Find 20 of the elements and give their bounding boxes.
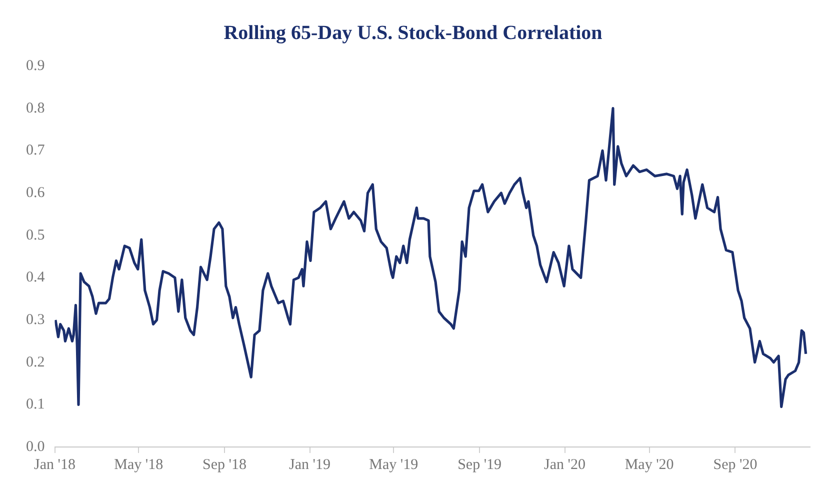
y-tick-label: 0.5 xyxy=(26,227,45,244)
x-tick-label: May '19 xyxy=(369,456,418,473)
y-tick-label: 0.4 xyxy=(26,270,46,286)
chart-title: Rolling 65-Day U.S. Stock-Bond Correlation xyxy=(224,22,602,44)
y-tick-label: 0.6 xyxy=(26,184,46,201)
x-tick-label: Sep '18 xyxy=(202,456,246,473)
x-tick-label: Jan '19 xyxy=(289,456,330,473)
y-tick-label: 0.7 xyxy=(26,142,46,159)
x-tick-label: Jan '20 xyxy=(544,456,586,473)
y-tick-label: 0.1 xyxy=(26,396,45,413)
y-tick-label: 0.2 xyxy=(26,354,45,370)
y-tick-label: 0.9 xyxy=(26,58,45,74)
y-tick-label: 0.8 xyxy=(26,100,45,116)
x-tick-label: May '18 xyxy=(114,456,164,473)
x-tick-label: May '20 xyxy=(624,456,674,473)
x-tick-label: Jan '18 xyxy=(34,456,76,473)
x-tick-label: Sep '19 xyxy=(458,456,502,473)
x-tick-label: Sep '20 xyxy=(713,456,758,473)
y-tick-label: 0.0 xyxy=(26,438,45,455)
y-tick-label: 0.3 xyxy=(26,312,45,328)
